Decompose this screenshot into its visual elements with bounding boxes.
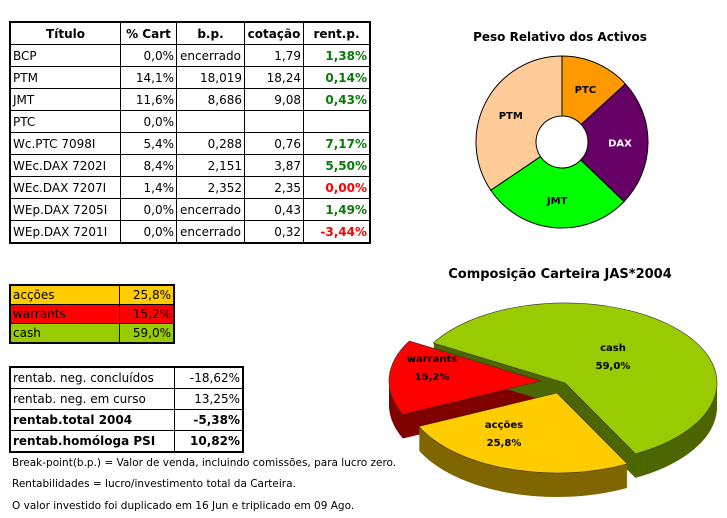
cell-titulo: WEp.DAX 7205I: [9, 198, 121, 221]
cell-rent: -3,44%: [303, 220, 371, 244]
pie3d-slice-acções: [418, 392, 628, 474]
pie3d-label-category: warrants: [407, 354, 457, 365]
table-row: BCP 0,0% encerrado 1,79 1,38%: [9, 44, 371, 67]
pie3d-label-value: 15,2%: [415, 372, 450, 383]
pie3d-label-value: 25,8%: [487, 438, 522, 449]
cell-titulo: WEp.DAX 7201I: [9, 220, 121, 244]
cell-titulo: PTM: [9, 66, 121, 89]
cell-bp: 8,686: [176, 88, 245, 111]
pie3d-slice-cash: [432, 302, 718, 455]
cell-rent: 1,38%: [303, 44, 371, 67]
returns-value: 13,25%: [174, 388, 244, 410]
returns-row: rentab. neg. concluídos -18,62%: [9, 366, 244, 389]
cell-bp: 18,019: [176, 66, 245, 89]
returns-row: rentab.homóloga PSI 10,82%: [9, 430, 244, 453]
donut-label: JMT: [546, 196, 568, 207]
allocation-row: acções 25,8%: [9, 284, 175, 305]
returns-row: rentab. neg. em curso 13,25%: [9, 388, 244, 410]
returns-value: 10,82%: [174, 430, 244, 453]
allocation-label: acções: [9, 284, 120, 305]
cell-rent: 0,14%: [303, 66, 371, 89]
holdings-table: Título% Cart b.p. cotação rent.p. BCP 0,0% en…: [9, 21, 371, 244]
cell-rent: 1,49%: [303, 198, 371, 221]
returns-row: rentab.total 2004 -5,38%: [9, 409, 244, 431]
cell-rent: 0,00%: [303, 176, 371, 199]
pie3d-title: Composição Carteira JAS*2004: [448, 267, 672, 282]
cell-cotacao: 3,87: [244, 154, 304, 177]
cell-cotacao: 0,76: [244, 132, 304, 155]
cell-bp: encerrado: [176, 220, 245, 244]
donut-label: DAX: [608, 139, 632, 150]
donut-chart: PTC DAX JMT PTM: [475, 55, 649, 229]
returns-value: -5,38%: [174, 409, 244, 431]
cell-titulo: WEc.DAX 7207I: [9, 176, 121, 199]
table-row: WEc.DAX 7207I 1,4% 2,352 2,35 0,00%: [9, 176, 371, 199]
note-rentabilidades: Rentabilidades = lucro/investimento tota…: [12, 478, 296, 490]
allocation-value: 15,2%: [119, 304, 175, 324]
cell-cotacao: 18,24: [244, 66, 304, 89]
table-row: JMT 11,6% 8,686 9,08 0,43%: [9, 88, 371, 111]
cell-bp: encerrado: [176, 198, 245, 221]
donut-label: PTM: [499, 111, 523, 122]
allocation-value: 25,8%: [119, 284, 175, 305]
column-header: % Cart: [120, 21, 177, 45]
donut-slice-dax: [580, 83, 649, 203]
donut-title: Peso Relativo dos Activos: [473, 30, 647, 44]
returns-label: rentab.total 2004: [9, 409, 175, 431]
table-row: WEp.DAX 7201I 0,0% encerrado 0,32 -3,44%: [9, 220, 371, 244]
note-breakpoint: Break-point(b.p.) = Valor de venda, incl…: [12, 457, 397, 469]
table-row: PTM 14,1% 18,019 18,24 0,14%: [9, 66, 371, 89]
cell-titulo: Wc.PTC 7098I: [9, 132, 121, 155]
donut-slice-ptm: [475, 55, 563, 191]
table-row: WEp.DAX 7205I 0,0% encerrado 0,43 1,49%: [9, 198, 371, 221]
allocation-table: acções 25,8% warrants 15,2% cash 59,0%: [9, 284, 175, 344]
donut-label: PTC: [575, 85, 597, 96]
pie3d-label-value: 59,0%: [596, 361, 631, 372]
pie3d-label-category: acções: [485, 420, 523, 431]
pie3d-slice-warrants: [388, 340, 543, 415]
returns-label: rentab. neg. concluídos: [9, 366, 175, 389]
cell-cotacao: 0,43: [244, 198, 304, 221]
returns-table: rentab. neg. concluídos -18,62% rentab. ne…: [9, 366, 244, 453]
cell-cart: 0,0%: [120, 198, 177, 221]
returns-label: rentab. neg. em curso: [9, 388, 175, 410]
note-investment: O valor investido foi duplicado em 16 Ju…: [12, 500, 355, 512]
allocation-label: cash: [9, 323, 120, 344]
donut-slice-jmt: [490, 155, 625, 229]
table-row: PTC 0,0%: [9, 110, 371, 133]
allocation-row: cash 59,0%: [9, 323, 175, 344]
cell-bp: encerrado: [176, 44, 245, 67]
cell-cart: 0,0%: [120, 220, 177, 244]
allocation-row: warrants 15,2%: [9, 304, 175, 324]
allocation-value: 59,0%: [119, 323, 175, 344]
cell-cotacao: 2,35: [244, 176, 304, 199]
table-row: WEc.DAX 7202I 8,4% 2,151 3,87 5,50%: [9, 154, 371, 177]
column-header: rent.p.: [303, 21, 371, 45]
pie3d-label-category: cash: [600, 343, 626, 354]
returns-label: rentab.homóloga PSI: [9, 430, 175, 453]
pie3d-chart: cash 59,0% acções 25,8% warrants 15,2%: [388, 302, 718, 498]
allocation-label: warrants: [9, 304, 120, 324]
cell-cotacao: 0,32: [244, 220, 304, 244]
